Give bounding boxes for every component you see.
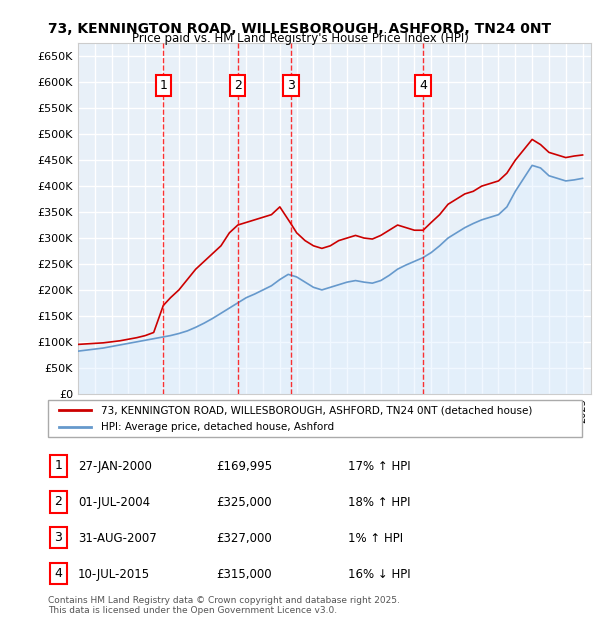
Text: 31-AUG-2007: 31-AUG-2007 (78, 532, 157, 545)
Text: 16% ↓ HPI: 16% ↓ HPI (348, 568, 410, 581)
Text: 10-JUL-2015: 10-JUL-2015 (78, 568, 150, 581)
Text: Contains HM Land Registry data © Crown copyright and database right 2025.
This d: Contains HM Land Registry data © Crown c… (48, 596, 400, 615)
FancyBboxPatch shape (50, 491, 67, 513)
Text: 4: 4 (419, 79, 427, 92)
Text: HPI: Average price, detached house, Ashford: HPI: Average price, detached house, Ashf… (101, 422, 335, 432)
Text: 2: 2 (55, 495, 62, 508)
Text: 27-JAN-2000: 27-JAN-2000 (78, 460, 152, 473)
Text: 3: 3 (287, 79, 295, 92)
Text: £325,000: £325,000 (216, 496, 272, 509)
Text: 1% ↑ HPI: 1% ↑ HPI (348, 532, 403, 545)
Text: 1: 1 (160, 79, 167, 92)
Text: Price paid vs. HM Land Registry's House Price Index (HPI): Price paid vs. HM Land Registry's House … (131, 32, 469, 45)
Text: 17% ↑ HPI: 17% ↑ HPI (348, 460, 410, 473)
Text: £327,000: £327,000 (216, 532, 272, 545)
Text: 73, KENNINGTON ROAD, WILLESBOROUGH, ASHFORD, TN24 0NT (detached house): 73, KENNINGTON ROAD, WILLESBOROUGH, ASHF… (101, 405, 533, 415)
Text: 73, KENNINGTON ROAD, WILLESBOROUGH, ASHFORD, TN24 0NT: 73, KENNINGTON ROAD, WILLESBOROUGH, ASHF… (49, 22, 551, 36)
Text: 18% ↑ HPI: 18% ↑ HPI (348, 496, 410, 509)
Text: 2: 2 (234, 79, 242, 92)
FancyBboxPatch shape (50, 563, 67, 585)
Text: £315,000: £315,000 (216, 568, 272, 581)
FancyBboxPatch shape (50, 527, 67, 549)
FancyBboxPatch shape (50, 455, 67, 477)
Text: £169,995: £169,995 (216, 460, 272, 473)
FancyBboxPatch shape (48, 400, 582, 437)
Text: 1: 1 (55, 459, 62, 472)
Text: 01-JUL-2004: 01-JUL-2004 (78, 496, 150, 509)
Text: 4: 4 (55, 567, 62, 580)
Text: 3: 3 (55, 531, 62, 544)
